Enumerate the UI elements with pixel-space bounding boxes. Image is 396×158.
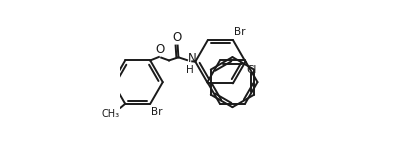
Text: O: O — [173, 31, 182, 44]
Text: CH₃: CH₃ — [102, 109, 120, 119]
Text: H: H — [187, 65, 194, 75]
Text: N: N — [188, 52, 197, 65]
Text: O: O — [155, 43, 164, 56]
Text: Br: Br — [234, 27, 246, 37]
Text: Cl: Cl — [247, 64, 257, 75]
Text: Br: Br — [152, 107, 163, 117]
